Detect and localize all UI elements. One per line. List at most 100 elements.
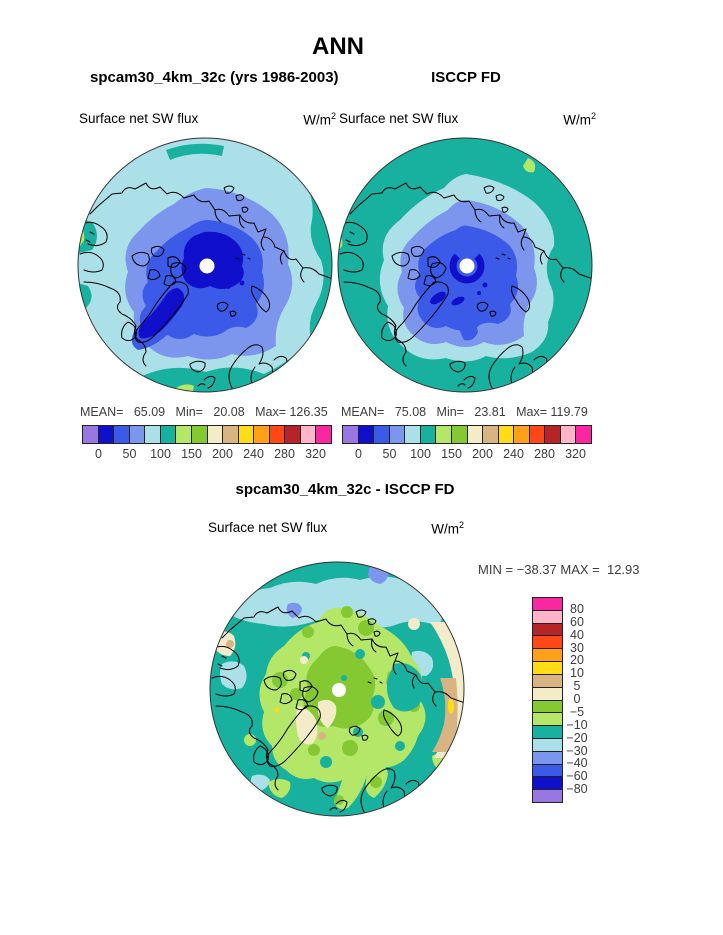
- colorbar-segment: [191, 426, 208, 443]
- colorbar-segment: [207, 426, 224, 443]
- model-colorbar: [82, 425, 332, 444]
- pole-dot: [199, 258, 215, 274]
- colorbar-segment: [533, 623, 562, 637]
- colorbar-tick-label: 150: [441, 447, 462, 461]
- diff-units-label: W/m2: [431, 520, 464, 537]
- units-text: W/m: [431, 521, 459, 537]
- colorbar-tick-label: 50: [122, 447, 137, 461]
- colorbar-tick-label: 240: [503, 447, 524, 461]
- colorbar-segment: [529, 426, 546, 443]
- map-rim: [77, 137, 333, 393]
- diff-map: [209, 561, 465, 817]
- model-colorbar-ticks: 0 50 100 150 200 240 280 320: [83, 447, 331, 462]
- colorbar-boundary-label: −20: [566, 730, 588, 745]
- colorbar-segment: [374, 426, 390, 443]
- colorbar-boundary-label: 0: [573, 692, 581, 706]
- pole-dot: [332, 683, 346, 697]
- model-stats: MEAN= 65.09 Min= 20.08 Max= 126.35: [80, 405, 328, 419]
- diff-colorbar-labels: 80 60 40 30 20 10 5 0 −5 −10 −20 −30 −40 −60 −80: [556, 597, 598, 803]
- colorbar-segment: [405, 426, 421, 443]
- colorbar-boundary-label: 10: [570, 666, 584, 681]
- obs-colorbar: [342, 425, 592, 444]
- colorbar-tick-label: 320: [565, 447, 586, 461]
- colorbar-segment: [467, 426, 484, 443]
- units-exponent: 2: [458, 520, 464, 530]
- colorbar-segment: [145, 426, 161, 443]
- colorbar-segment: [389, 426, 406, 443]
- colorbar-boundary-label: 5: [573, 679, 581, 694]
- colorbar-tick-label: 100: [150, 447, 171, 461]
- colorbar-boundary-label: 40: [570, 627, 584, 642]
- colorbar-segment: [300, 426, 317, 443]
- colorbar-segment: [533, 790, 562, 802]
- obs-variable-label: Surface net SW flux: [339, 111, 459, 126]
- colorbar-tick-label: 320: [305, 447, 326, 461]
- diff-variable-label: Surface net SW flux: [208, 520, 328, 535]
- colorbar-segment: [533, 764, 562, 778]
- colorbar-segment: [498, 426, 515, 443]
- colorbar-boundary-label: −40: [566, 756, 588, 771]
- colorbar-segment: [176, 426, 192, 443]
- colorbar-boundary-label: −10: [566, 717, 588, 732]
- obs-colorbar-ticks: 0 50 100 150 200 240 280 320: [343, 447, 591, 462]
- colorbar-tick-label: 200: [212, 447, 233, 461]
- colorbar-segment: [269, 426, 286, 443]
- units-exponent: 2: [590, 111, 596, 121]
- colorbar-segment: [533, 751, 562, 765]
- obs-subtitle: ISCCP FD: [431, 69, 501, 86]
- units-text: W/m: [303, 112, 331, 128]
- colorbar-segment: [533, 687, 562, 701]
- model-subtitle: spcam30_4km_32c (yrs 1986-2003): [90, 69, 339, 86]
- colorbar-segment: [316, 426, 331, 443]
- colorbar-tick-label: 200: [472, 447, 493, 461]
- colorbar-segment: [533, 726, 562, 739]
- colorbar-boundary-label: −80: [566, 782, 588, 797]
- colorbar-boundary-label: 30: [570, 640, 584, 655]
- colorbar-segment: [545, 426, 561, 443]
- diff-colorbar: [532, 597, 563, 803]
- colorbar-segment: [533, 598, 562, 611]
- colorbar-segment: [533, 738, 562, 752]
- model-units-label: W/m2: [303, 111, 336, 128]
- units-text: W/m: [563, 112, 591, 128]
- colorbar-segment: [285, 426, 301, 443]
- colorbar-segment: [576, 426, 591, 443]
- colorbar-segment: [420, 426, 437, 443]
- colorbar-boundary-label: −5: [569, 704, 585, 719]
- diff-stats: MIN = −38.37 MAX = 12.93: [478, 562, 640, 577]
- colorbar-segment: [254, 426, 270, 443]
- colorbar-segment: [343, 426, 359, 443]
- colorbar-segment: [129, 426, 146, 443]
- colorbar-segment: [533, 636, 562, 650]
- obs-stats: MEAN= 75.08 Min= 23.81 Max= 119.79: [341, 405, 588, 419]
- map-rim: [337, 137, 593, 393]
- colorbar-segment: [483, 426, 499, 443]
- model-variable-label: Surface net SW flux: [79, 111, 199, 126]
- colorbar-segment: [436, 426, 452, 443]
- colorbar-segment: [533, 674, 562, 688]
- colorbar-tick-label: 0: [355, 447, 362, 461]
- colorbar-boundary-label: 80: [570, 601, 584, 616]
- colorbar-tick-label: 0: [95, 447, 102, 461]
- colorbar-tick-label: 280: [274, 447, 295, 461]
- colorbar-tick-label: 100: [410, 447, 431, 461]
- colorbar-segment: [560, 426, 577, 443]
- colorbar-segment: [514, 426, 530, 443]
- colorbar-boundary-label: 60: [570, 614, 584, 629]
- colorbar-tick-label: 50: [382, 447, 397, 461]
- obs-map: [337, 137, 593, 393]
- colorbar-segment: [533, 662, 562, 675]
- colorbar-boundary-label: 20: [570, 653, 584, 668]
- units-exponent: 2: [330, 111, 336, 121]
- colorbar-segment: [83, 426, 99, 443]
- colorbar-segment: [533, 713, 562, 727]
- figure-title: ANN: [312, 33, 364, 60]
- colorbar-tick-label: 240: [243, 447, 264, 461]
- colorbar-segment: [238, 426, 255, 443]
- colorbar-segment: [533, 777, 562, 791]
- diff-title: spcam30_4km_32c - ISCCP FD: [235, 481, 455, 498]
- colorbar-segment: [160, 426, 177, 443]
- model-map: [77, 137, 333, 393]
- colorbar-segment: [533, 649, 562, 663]
